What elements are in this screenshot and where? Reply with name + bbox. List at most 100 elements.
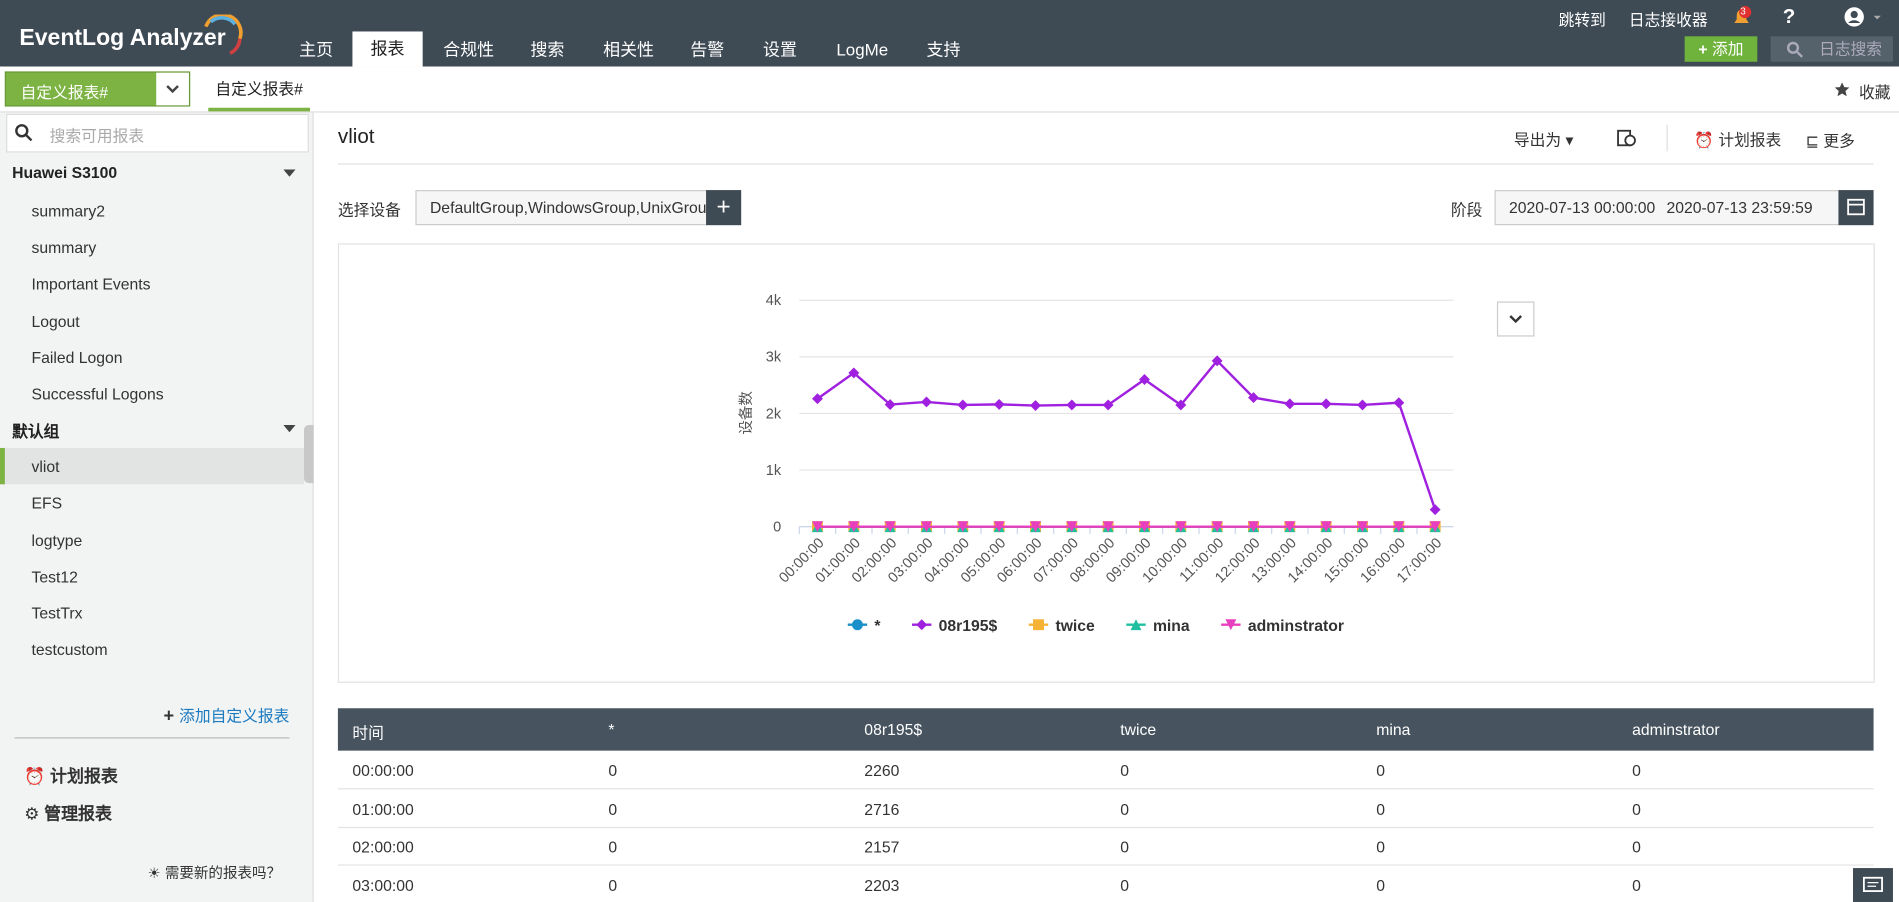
more-menu[interactable]: ⊑ 更多: [1805, 131, 1855, 151]
user-menu[interactable]: [1842, 5, 1890, 29]
data-point: [921, 521, 932, 533]
y-axis-title: 设备数: [738, 391, 755, 435]
report-link[interactable]: testcustom: [31, 640, 108, 659]
device-value: DefaultGroup,WindowsGroup,UnixGroup: [429, 198, 708, 217]
nav-item[interactable]: 相关性: [603, 39, 654, 60]
device-input[interactable]: DefaultGroup,WindowsGroup,UnixGroup: [415, 190, 708, 226]
period-end: 2020-07-13 23:59:59: [1666, 198, 1813, 217]
history-icon[interactable]: [1616, 128, 1638, 147]
legend-item[interactable]: mina: [1126, 618, 1190, 635]
data-point: [1248, 392, 1259, 404]
notification-count: 3: [1740, 6, 1746, 17]
data-point: [1393, 397, 1405, 409]
nav-item[interactable]: 支持: [926, 39, 961, 60]
table-cell: 00:00:00: [352, 761, 414, 780]
report-link[interactable]: Important Events: [31, 275, 151, 294]
nav-item[interactable]: LogMe: [836, 39, 889, 60]
column-header[interactable]: mina: [1376, 720, 1411, 739]
receiver-link[interactable]: 日志接收器: [1628, 10, 1708, 30]
search-placeholder: 搜索可用报表: [49, 127, 145, 146]
table-cell: 0: [1632, 837, 1641, 856]
column-header[interactable]: *: [608, 720, 615, 739]
report-dropdown[interactable]: 自定义报表#: [4, 71, 191, 107]
report-link[interactable]: EFS: [31, 494, 63, 513]
table-cell: 0: [1376, 837, 1385, 856]
group-header[interactable]: Huawei S3100: [12, 163, 118, 182]
schedule-report[interactable]: ⏰ 计划报表: [1694, 130, 1782, 149]
need-new-report[interactable]: ☀ 需要新的报表吗？: [147, 864, 282, 882]
bell[interactable]: [1729, 5, 1753, 29]
table-cell: 0: [1632, 799, 1641, 818]
jump-link[interactable]: 跳转到: [1558, 10, 1606, 30]
sidebar-search[interactable]: 搜索可用报表: [6, 113, 309, 153]
column-header[interactable]: 08r195$: [864, 720, 923, 739]
report-link[interactable]: Failed Logon: [31, 348, 123, 367]
legend-marker: [852, 619, 863, 631]
data-point: [1320, 398, 1332, 410]
table-cell: 0: [608, 761, 618, 780]
nav-item[interactable]: 设置: [762, 39, 797, 60]
table-cell: 0: [1120, 799, 1130, 818]
nav-item[interactable]: 报表: [352, 31, 423, 67]
star-icon: [1834, 82, 1850, 97]
legend-label: adminstrator: [1248, 618, 1344, 635]
table-cell: 2157: [864, 837, 900, 856]
need-new-label: 需要新的报表吗？: [164, 864, 282, 882]
add-custom-report[interactable]: + 添加自定义报表: [163, 705, 290, 727]
data-point: [1393, 521, 1405, 533]
data-point: [884, 521, 896, 533]
top-bar: EventLog Analyzer 跳转到 日志接收器 3 ? + 添加 日志搜…: [0, 0, 1899, 67]
report-tab[interactable]: 自定义报表#: [208, 67, 311, 112]
data-point: [1211, 521, 1223, 533]
export-label: 导出为: [1513, 130, 1562, 149]
schedule-label: 计划报表: [1718, 130, 1782, 149]
nav-item[interactable]: 搜索: [530, 39, 565, 60]
y-tick-label: 0: [773, 519, 781, 535]
logo: EventLog Analyzer: [19, 25, 226, 51]
add-device-button[interactable]: +: [706, 190, 742, 226]
collapse-handle[interactable]: [303, 424, 314, 484]
separator: [1666, 124, 1668, 152]
legend-item[interactable]: twice: [1028, 618, 1095, 635]
legend-item[interactable]: *: [847, 618, 882, 635]
legend-item[interactable]: 08r195$: [912, 618, 998, 635]
report-link[interactable]: logtype: [31, 531, 83, 550]
manage-reports[interactable]: ⚙ 管理报表: [24, 803, 112, 824]
report-link[interactable]: Successful Logons: [31, 385, 164, 404]
report-link[interactable]: vliot: [31, 457, 60, 477]
report-link[interactable]: Test12: [31, 567, 78, 586]
chat-button[interactable]: [1852, 868, 1893, 902]
nav-item[interactable]: 告警: [690, 39, 725, 60]
help[interactable]: ?: [1782, 4, 1796, 28]
report-link[interactable]: Logout: [31, 311, 80, 331]
column-header[interactable]: twice: [1120, 720, 1157, 739]
export-menu[interactable]: 导出为 ▾: [1513, 130, 1574, 149]
group-header[interactable]: 默认组: [12, 422, 60, 441]
add-button[interactable]: + 添加: [1684, 36, 1758, 62]
report-link[interactable]: summary2: [31, 202, 105, 221]
group-toggle[interactable]: [283, 169, 296, 177]
legend-marker: [1225, 619, 1237, 631]
report-link[interactable]: summary: [31, 238, 97, 257]
nav-item[interactable]: 合规性: [443, 39, 495, 60]
chart-menu-button[interactable]: [1496, 301, 1535, 337]
nav-item[interactable]: 主页: [299, 39, 334, 60]
calendar-button[interactable]: [1838, 190, 1874, 226]
period-input[interactable]: 2020-07-13 00:00:00 2020-07-13 23:59:59: [1494, 190, 1841, 226]
divider: [337, 163, 1874, 165]
log-search[interactable]: 日志搜索: [1770, 36, 1893, 62]
column-header[interactable]: adminstrator: [1632, 720, 1720, 739]
selected-row: [0, 448, 304, 485]
add-custom-label: 添加自定义报表: [179, 707, 290, 726]
table-cell: 0: [1376, 761, 1385, 780]
column-header[interactable]: 时间: [352, 723, 384, 743]
legend-item[interactable]: adminstrator: [1221, 618, 1344, 635]
favorite[interactable]: 收藏: [1859, 83, 1891, 102]
report-link[interactable]: TestTrx: [31, 604, 83, 623]
data-point: [1030, 400, 1041, 411]
table-cell: 2260: [864, 761, 900, 780]
device-label: 选择设备: [337, 200, 401, 220]
group-toggle[interactable]: [283, 425, 296, 433]
scheduled-reports[interactable]: ⏰ 计划报表: [24, 766, 118, 786]
